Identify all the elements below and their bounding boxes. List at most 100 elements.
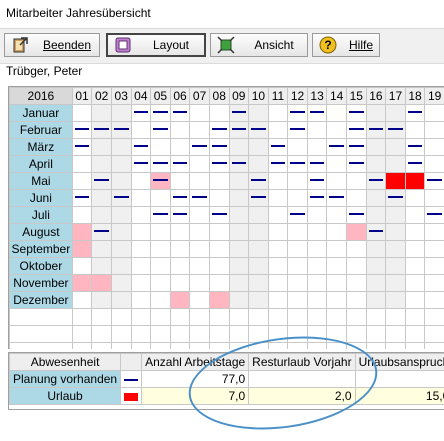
day-cell[interactable] bbox=[229, 122, 249, 139]
day-cell[interactable] bbox=[151, 292, 171, 309]
day-cell[interactable] bbox=[190, 156, 210, 173]
day-cell[interactable] bbox=[327, 241, 347, 258]
day-cell[interactable] bbox=[346, 292, 366, 309]
day-cell[interactable] bbox=[327, 122, 347, 139]
day-cell[interactable] bbox=[92, 207, 112, 224]
day-cell[interactable] bbox=[327, 156, 347, 173]
day-cell[interactable] bbox=[170, 292, 190, 309]
day-cell[interactable] bbox=[307, 275, 327, 292]
day-cell[interactable] bbox=[72, 292, 92, 309]
day-cell[interactable] bbox=[327, 292, 347, 309]
day-cell[interactable] bbox=[327, 207, 347, 224]
day-cell[interactable] bbox=[425, 207, 444, 224]
day-cell[interactable] bbox=[229, 241, 249, 258]
day-cell[interactable] bbox=[92, 190, 112, 207]
day-cell[interactable] bbox=[366, 241, 386, 258]
day-cell[interactable] bbox=[131, 122, 151, 139]
day-cell[interactable] bbox=[170, 122, 190, 139]
day-cell[interactable] bbox=[366, 292, 386, 309]
day-cell[interactable] bbox=[229, 224, 249, 241]
day-cell[interactable] bbox=[170, 105, 190, 122]
day-cell[interactable] bbox=[190, 224, 210, 241]
day-cell[interactable] bbox=[307, 139, 327, 156]
day-cell[interactable] bbox=[366, 105, 386, 122]
day-cell[interactable] bbox=[288, 105, 308, 122]
day-cell[interactable] bbox=[131, 105, 151, 122]
day-cell[interactable] bbox=[405, 190, 425, 207]
day-cell[interactable] bbox=[425, 105, 444, 122]
day-cell[interactable] bbox=[346, 156, 366, 173]
day-cell[interactable] bbox=[111, 207, 131, 224]
day-cell[interactable] bbox=[386, 275, 406, 292]
day-cell[interactable] bbox=[288, 122, 308, 139]
day-cell[interactable] bbox=[425, 122, 444, 139]
day-cell[interactable] bbox=[229, 258, 249, 275]
day-cell[interactable] bbox=[229, 156, 249, 173]
day-cell[interactable] bbox=[346, 224, 366, 241]
day-cell[interactable] bbox=[386, 224, 406, 241]
day-cell[interactable] bbox=[72, 224, 92, 241]
day-cell[interactable] bbox=[111, 190, 131, 207]
day-cell[interactable] bbox=[151, 224, 171, 241]
day-cell[interactable] bbox=[346, 241, 366, 258]
day-cell[interactable] bbox=[151, 139, 171, 156]
day-cell[interactable] bbox=[307, 224, 327, 241]
day-cell[interactable] bbox=[170, 156, 190, 173]
day-cell[interactable] bbox=[229, 292, 249, 309]
day-cell[interactable] bbox=[307, 292, 327, 309]
day-cell[interactable] bbox=[307, 207, 327, 224]
day-cell[interactable] bbox=[249, 258, 269, 275]
day-cell[interactable] bbox=[190, 207, 210, 224]
day-cell[interactable] bbox=[111, 173, 131, 190]
day-cell[interactable] bbox=[405, 292, 425, 309]
day-cell[interactable] bbox=[151, 241, 171, 258]
day-cell[interactable] bbox=[72, 190, 92, 207]
day-cell[interactable] bbox=[307, 241, 327, 258]
day-cell[interactable] bbox=[268, 122, 288, 139]
day-cell[interactable] bbox=[425, 292, 444, 309]
day-cell[interactable] bbox=[209, 292, 229, 309]
day-cell[interactable] bbox=[111, 122, 131, 139]
day-cell[interactable] bbox=[346, 258, 366, 275]
day-cell[interactable] bbox=[111, 275, 131, 292]
day-cell[interactable] bbox=[151, 190, 171, 207]
day-cell[interactable] bbox=[327, 139, 347, 156]
day-cell[interactable] bbox=[405, 139, 425, 156]
day-cell[interactable] bbox=[209, 156, 229, 173]
day-cell[interactable] bbox=[366, 275, 386, 292]
day-cell[interactable] bbox=[386, 190, 406, 207]
day-cell[interactable] bbox=[346, 173, 366, 190]
day-cell[interactable] bbox=[209, 207, 229, 224]
day-cell[interactable] bbox=[190, 105, 210, 122]
day-cell[interactable] bbox=[151, 105, 171, 122]
day-cell[interactable] bbox=[72, 122, 92, 139]
day-cell[interactable] bbox=[366, 224, 386, 241]
day-cell[interactable] bbox=[346, 122, 366, 139]
day-cell[interactable] bbox=[249, 292, 269, 309]
day-cell[interactable] bbox=[346, 275, 366, 292]
day-cell[interactable] bbox=[288, 224, 308, 241]
day-cell[interactable] bbox=[327, 173, 347, 190]
day-cell[interactable] bbox=[92, 139, 112, 156]
day-cell[interactable] bbox=[92, 292, 112, 309]
day-cell[interactable] bbox=[209, 173, 229, 190]
day-cell[interactable] bbox=[268, 139, 288, 156]
day-cell[interactable] bbox=[92, 258, 112, 275]
day-cell[interactable] bbox=[190, 258, 210, 275]
day-cell[interactable] bbox=[307, 258, 327, 275]
day-cell[interactable] bbox=[72, 258, 92, 275]
day-cell[interactable] bbox=[170, 207, 190, 224]
day-cell[interactable] bbox=[386, 258, 406, 275]
day-cell[interactable] bbox=[131, 173, 151, 190]
day-cell[interactable] bbox=[111, 292, 131, 309]
day-cell[interactable] bbox=[425, 156, 444, 173]
day-cell[interactable] bbox=[405, 275, 425, 292]
day-cell[interactable] bbox=[131, 258, 151, 275]
day-cell[interactable] bbox=[229, 207, 249, 224]
day-cell[interactable] bbox=[249, 156, 269, 173]
day-cell[interactable] bbox=[386, 105, 406, 122]
day-cell[interactable] bbox=[229, 105, 249, 122]
day-cell[interactable] bbox=[209, 258, 229, 275]
day-cell[interactable] bbox=[229, 173, 249, 190]
day-cell[interactable] bbox=[307, 190, 327, 207]
